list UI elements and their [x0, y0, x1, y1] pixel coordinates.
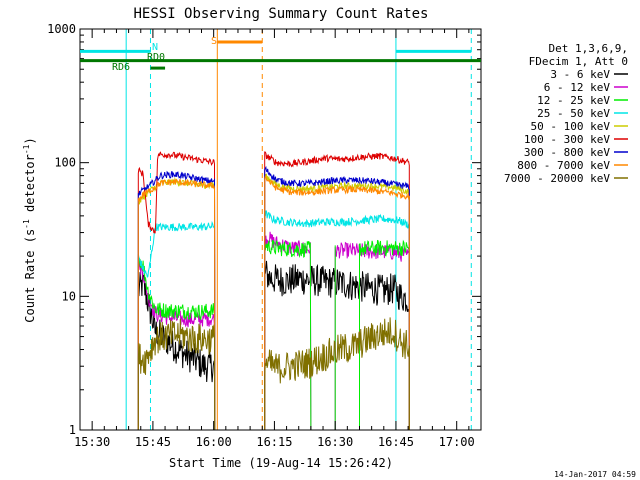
interval-label-rd6: RD6 — [112, 62, 130, 73]
series-trace — [137, 318, 216, 430]
series-12-25-kev — [137, 239, 410, 430]
series-3-6-kev — [137, 260, 410, 430]
series-7000-20000-kev — [137, 317, 410, 430]
series-trace — [264, 175, 410, 430]
x-tick-label: 16:45 — [378, 435, 414, 449]
legend-label: 12 - 25 keV — [537, 94, 610, 107]
y-axis-label-sup1: -1 — [22, 219, 31, 229]
y-tick-label: 1000 — [47, 22, 76, 36]
series-trace — [264, 239, 312, 430]
x-tick-label: 17:00 — [439, 435, 475, 449]
legend: Det 1,3,6,9, FDecim 1, Att 0 3 - 6 keV6 … — [504, 42, 628, 185]
series-trace — [137, 272, 216, 430]
y-axis: 1 10 100 1000 — [47, 22, 481, 437]
x-tick-label: 16:30 — [317, 435, 353, 449]
legend-label: 50 - 100 keV — [531, 120, 611, 133]
interval-label-rd0: RD0 — [147, 52, 165, 63]
legend-label: 100 - 300 keV — [524, 133, 610, 146]
y-axis-label: Count Rate (s-1 detector-1) — [22, 137, 37, 322]
legend-label: 3 - 6 keV — [550, 68, 610, 81]
y-axis-label-sup2: -1 — [22, 144, 31, 154]
series-trace — [137, 178, 216, 430]
footer-date: 14-Jan-2017 04:59 — [554, 470, 636, 479]
series-300-800-kev — [137, 165, 410, 430]
y-tick-label: 1 — [69, 423, 76, 437]
y-tick-label: 10 — [62, 289, 76, 303]
y-axis-label-mid: detector — [23, 154, 37, 219]
legend-header-line1: Det 1,3,6,9, — [549, 42, 628, 55]
y-axis-label-end: ) — [23, 137, 37, 144]
legend-label: 6 - 12 keV — [544, 81, 611, 94]
series-trace — [359, 239, 410, 430]
x-tick-label: 15:30 — [74, 435, 110, 449]
chart-title: HESSI Observing Summary Count Rates — [133, 6, 428, 22]
x-axis: 15:30 15:45 16:00 16:15 16:30 16:45 17:00 — [74, 29, 482, 449]
series-trace — [264, 260, 410, 430]
series-25-50-kev — [137, 210, 410, 430]
series-trace — [264, 151, 410, 430]
x-tick-label: 15:45 — [135, 435, 171, 449]
legend-label: 800 - 7000 keV — [517, 159, 610, 172]
interval-label-s: S — [211, 36, 217, 47]
series-trace — [264, 173, 410, 430]
series-trace — [137, 257, 216, 430]
series-trace — [264, 317, 410, 430]
legend-label: 300 - 800 keV — [524, 146, 610, 159]
plot-frame — [79, 28, 482, 431]
series-800-7000-kev — [137, 175, 410, 430]
series-trace — [137, 170, 216, 430]
legend-label: 7000 - 20000 keV — [504, 172, 610, 185]
legend-header-line2: FDecim 1, Att 0 — [529, 55, 628, 68]
interval-label-n: N — [152, 42, 158, 53]
legend-label: 25 - 50 keV — [537, 107, 610, 120]
x-tick-label: 16:00 — [196, 435, 232, 449]
series-trace — [137, 151, 216, 430]
series-trace — [264, 165, 410, 430]
series-trace — [264, 210, 410, 430]
x-tick-label: 16:15 — [256, 435, 292, 449]
x-axis-label: Start Time (19-Aug-14 15:26:42) — [169, 456, 393, 470]
series-trace — [137, 256, 216, 430]
series-trace — [137, 220, 216, 430]
y-axis-label-main: Count Rate (s — [23, 229, 37, 323]
plot-area — [125, 29, 472, 430]
y-tick-label: 100 — [54, 156, 76, 170]
series-100-300-kev — [137, 151, 410, 430]
